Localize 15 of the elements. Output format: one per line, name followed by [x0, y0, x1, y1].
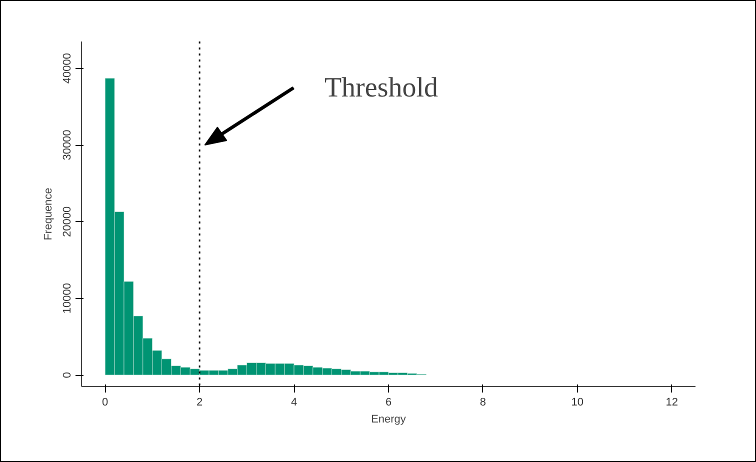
- x-axis-title: Energy: [371, 414, 406, 426]
- x-tick-label: 6: [385, 396, 392, 408]
- x-tick-label: 8: [480, 396, 486, 408]
- x-tick-label: 10: [571, 396, 584, 408]
- y-tick-label: 40000: [62, 53, 74, 84]
- x-tick-label: 12: [666, 396, 678, 408]
- y-tick-label: 30000: [62, 130, 74, 160]
- x-tick-label: 2: [196, 396, 203, 408]
- x-tick-label: 4: [290, 396, 298, 408]
- x-tick-label: 0: [102, 396, 108, 408]
- y-axis-title: Frequence: [42, 188, 54, 240]
- y-tick-label: 20000: [62, 206, 74, 237]
- y-tick-label: 10000: [62, 283, 74, 314]
- annotation: Threshold: [324, 72, 438, 104]
- y-tick-label: 0: [62, 372, 74, 378]
